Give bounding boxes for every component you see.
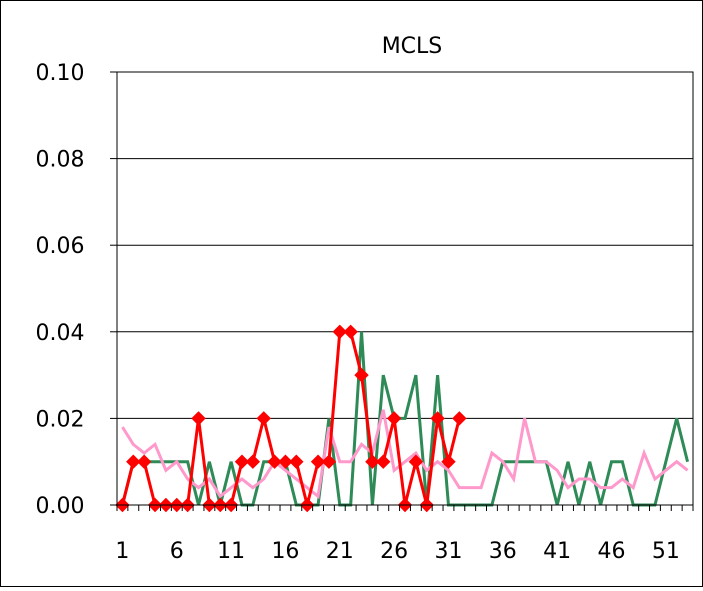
series-3-point — [430, 411, 445, 426]
y-tick-label: 0.06 — [36, 234, 85, 259]
x-tick-label: 11 — [217, 539, 245, 564]
y-tick-label: 0.08 — [36, 148, 85, 173]
x-tick-label: 51 — [652, 539, 680, 564]
x-tick-label: 46 — [597, 539, 625, 564]
series-3-point — [452, 411, 467, 426]
series-markers — [115, 324, 467, 513]
plot-area-border — [116, 71, 694, 506]
series-3-point — [376, 454, 391, 469]
y-tick-label: 0.10 — [36, 61, 85, 86]
series-3-point — [289, 454, 304, 469]
series-3-point — [256, 411, 271, 426]
series-3-point — [441, 454, 456, 469]
series-3-point — [408, 454, 424, 469]
series-2-line — [121, 409, 689, 500]
series-3-point — [136, 454, 152, 469]
series-3-point — [126, 454, 141, 469]
x-tick-label: 41 — [543, 539, 571, 564]
x-tick-label: 16 — [271, 539, 299, 564]
x-tick-label: 31 — [434, 539, 462, 564]
x-tick-label: 21 — [326, 539, 354, 564]
x-tick-label: 6 — [170, 539, 184, 564]
series-3-point — [191, 411, 206, 426]
series-3-point — [343, 324, 358, 340]
axes: 0.000.020.040.060.080.101 6 11 16 21 26 31 36 41… — [36, 61, 694, 564]
series-3-point — [278, 454, 293, 469]
x-tick-label: 26 — [380, 539, 408, 564]
series-3-point — [386, 411, 402, 426]
y-tick-label: 0.00 — [36, 494, 85, 519]
series-3-point — [321, 454, 337, 469]
x-tick-label: 1 — [115, 539, 129, 564]
series-3-point — [365, 454, 380, 469]
chart-title: MCLS — [382, 34, 443, 59]
series-3-point — [354, 367, 369, 383]
y-tick-label: 0.04 — [36, 321, 85, 346]
series-3-point — [245, 454, 261, 469]
series-3-point — [310, 454, 326, 469]
x-tick-label: 36 — [489, 539, 517, 564]
series-3-point — [332, 324, 347, 340]
series-3-point — [267, 454, 282, 469]
y-tick-label: 0.02 — [36, 407, 85, 432]
series-3-point — [234, 454, 250, 469]
